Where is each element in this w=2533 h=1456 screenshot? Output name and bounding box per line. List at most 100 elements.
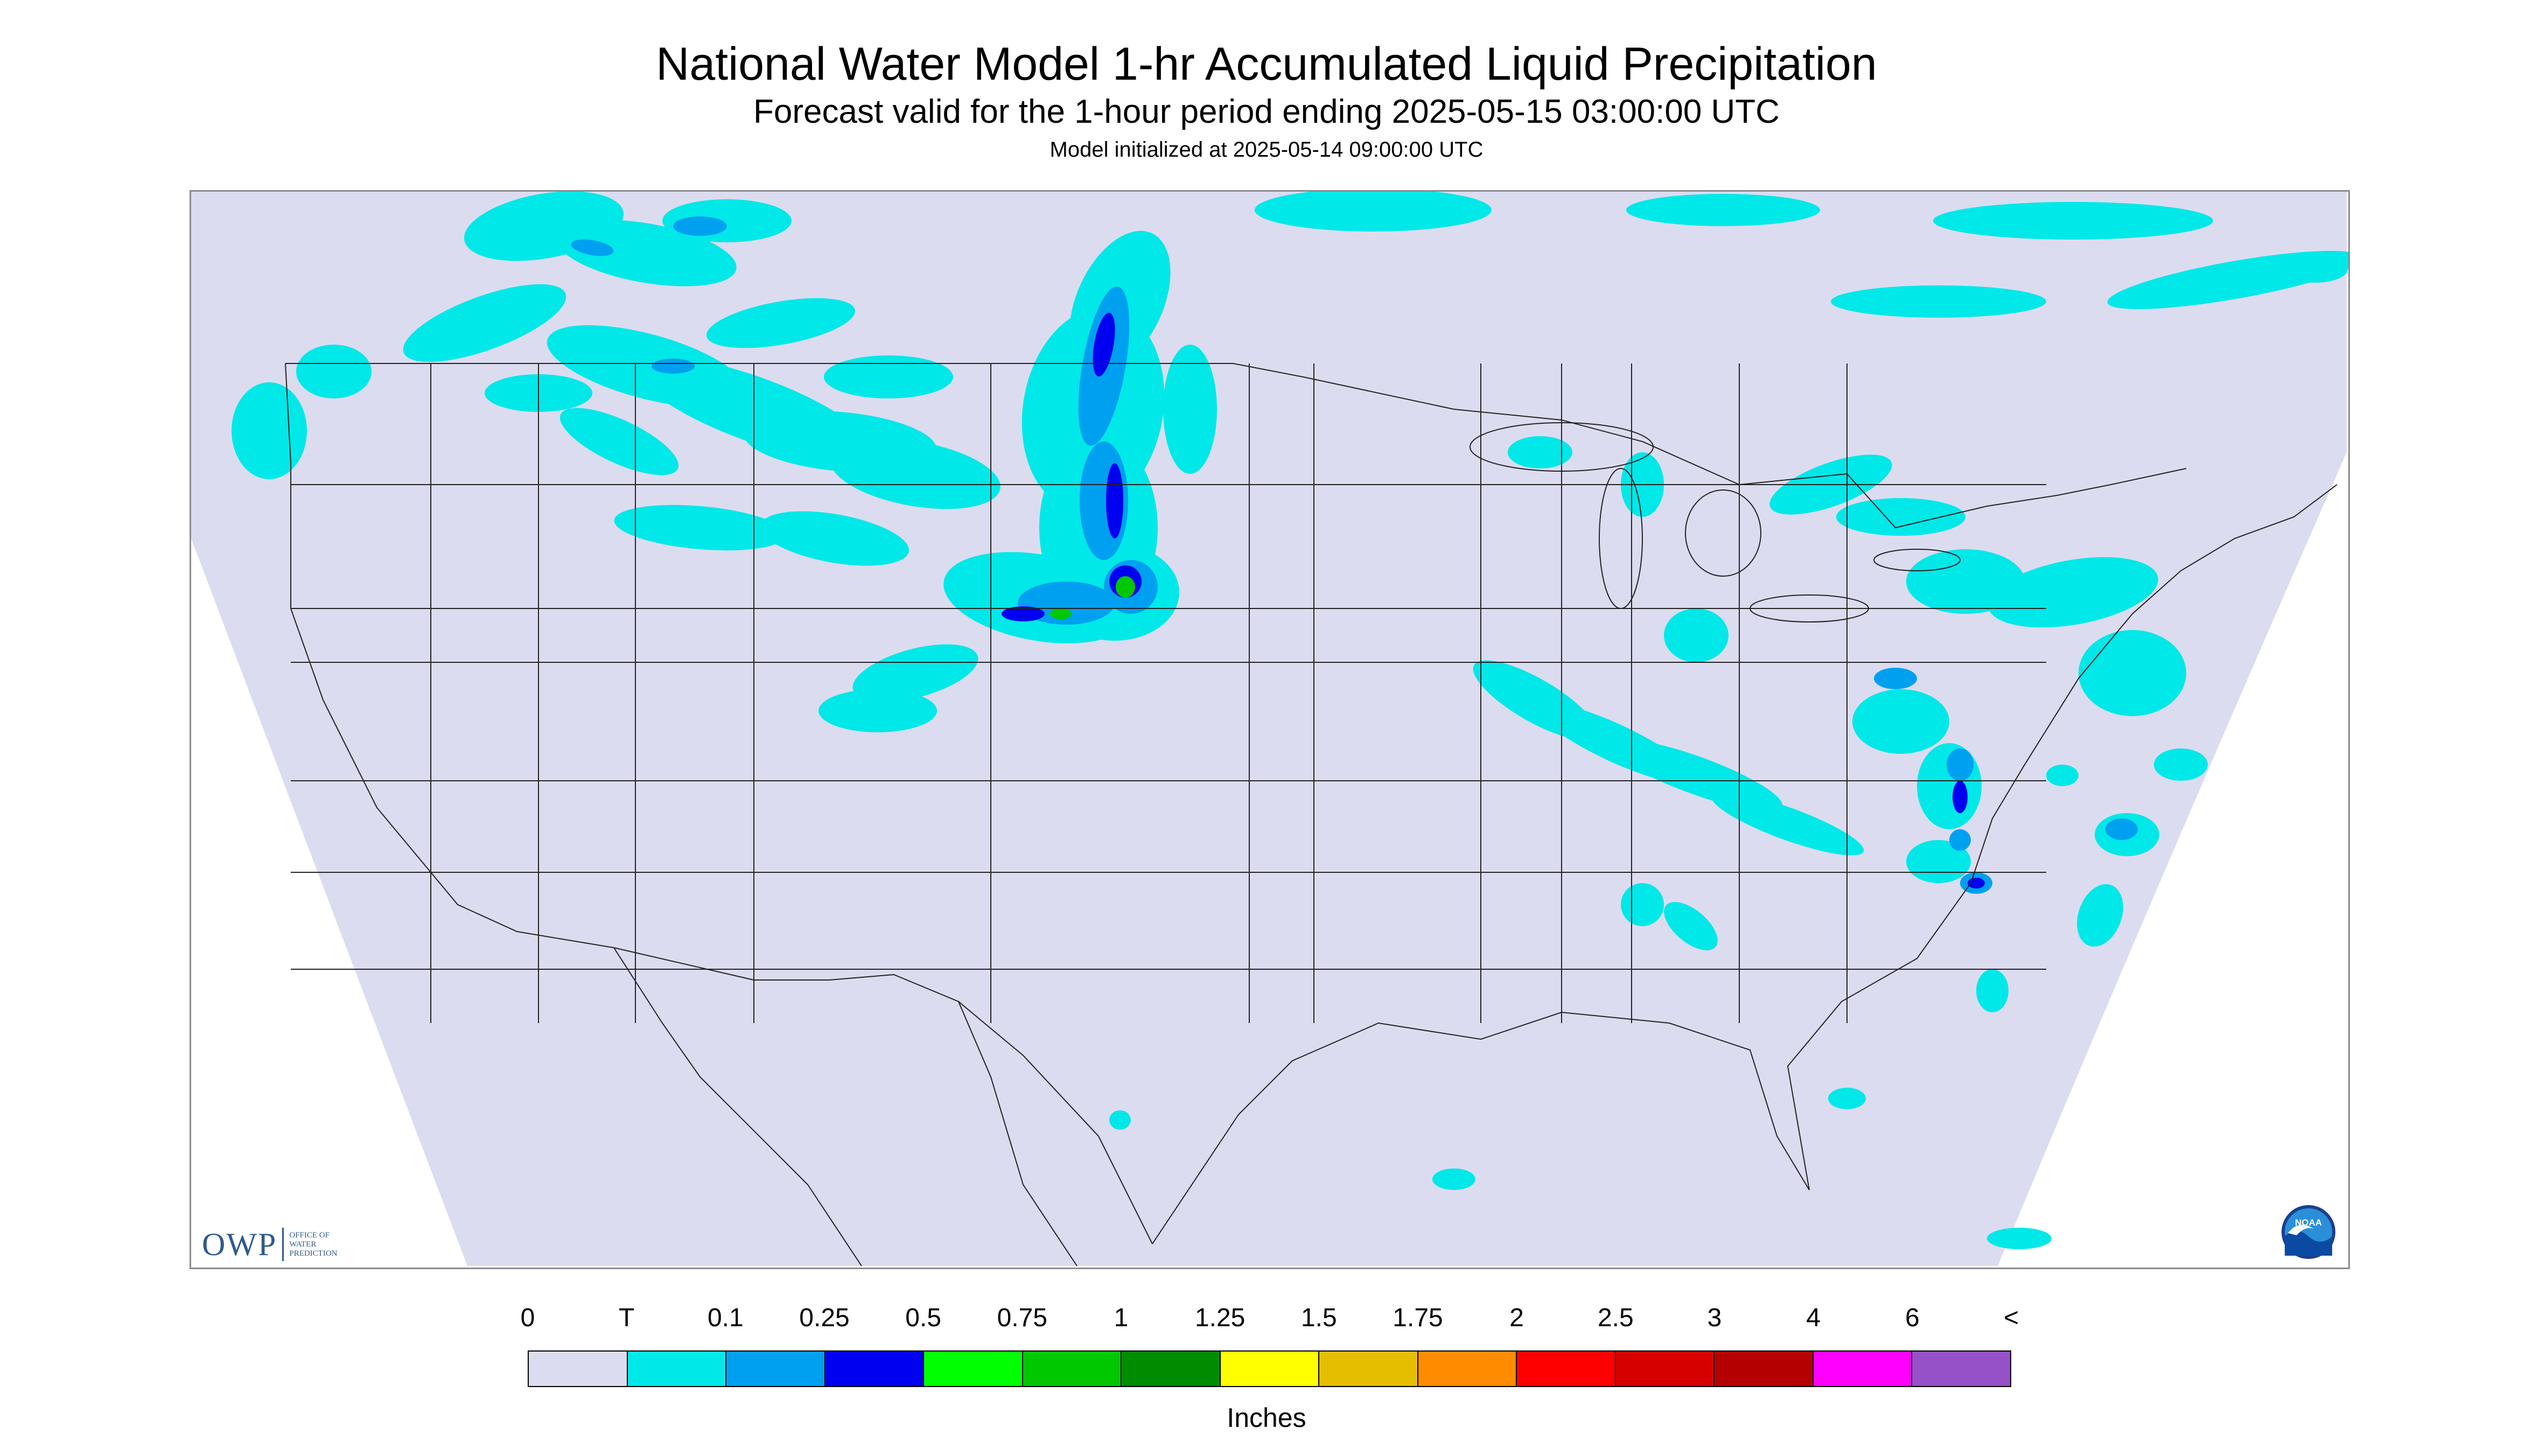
owp-logo-subtext: OFFICE OF WATER PREDICTION xyxy=(289,1230,338,1258)
precip-area xyxy=(1093,312,1115,377)
precip-area xyxy=(824,355,953,398)
legend-tick-label: 1 xyxy=(1114,1304,1129,1332)
legend-tick-label: 1.5 xyxy=(1300,1304,1337,1332)
precip-area xyxy=(1953,781,1968,813)
precip-area xyxy=(1163,345,1217,474)
forecast-valid-subtitle: Forecast valid for the 1-hour period end… xyxy=(753,93,1780,130)
legend-tick-label: < xyxy=(2003,1304,2019,1332)
precip-area xyxy=(571,239,614,256)
legend-unit-label: Inches xyxy=(1227,1403,1306,1433)
precip-area xyxy=(1949,829,1971,851)
owp-logo-text: OWP xyxy=(202,1226,277,1262)
legend-swatch xyxy=(1912,1352,2010,1386)
precip-area xyxy=(2154,748,2208,781)
legend-swatch xyxy=(726,1352,825,1386)
precip-area xyxy=(1988,557,2158,628)
precip-area xyxy=(1711,792,1864,856)
legend-tick-label: 3 xyxy=(1707,1304,1722,1332)
legend-swatch xyxy=(529,1352,628,1386)
lake-ontario xyxy=(1873,549,1961,571)
precip-area xyxy=(403,284,566,362)
legend-tick-label: 2 xyxy=(1509,1304,1524,1332)
precip-area xyxy=(1664,902,1718,950)
lake-erie xyxy=(1750,594,1869,622)
precip-area xyxy=(1255,192,1492,232)
precip-area xyxy=(1852,689,1949,754)
owp-logo: OWP OFFICE OF WATER PREDICTION xyxy=(202,1226,338,1263)
precip-area xyxy=(296,345,372,398)
precip-area xyxy=(652,359,695,374)
legend-swatch xyxy=(1319,1352,1418,1386)
precipitation-map: OWP OFFICE OF WATER PREDICTION NOAA xyxy=(190,190,2350,1269)
precip-area xyxy=(1987,1228,2052,1249)
precip-area xyxy=(760,511,909,566)
precip-area xyxy=(1626,194,1820,226)
legend-tick-label: 4 xyxy=(1806,1304,1821,1332)
legend-swatch xyxy=(1517,1352,1616,1386)
noaa-logo: NOAA xyxy=(2282,1205,2335,1259)
precip-area xyxy=(852,644,978,702)
gulf-atlantic-coast xyxy=(1152,484,2338,1244)
legend-swatch xyxy=(1715,1352,1814,1386)
legend-tick-label: 2.5 xyxy=(1597,1304,1634,1332)
precip-area xyxy=(614,505,786,551)
precip-area xyxy=(1933,202,2213,240)
legend-swatch xyxy=(627,1352,727,1386)
precip-area xyxy=(2079,630,2186,716)
precip-area xyxy=(559,408,679,475)
map-canvas xyxy=(191,192,2348,1266)
legend-tick-label: 0 xyxy=(520,1304,535,1332)
legend-swatch xyxy=(1615,1352,1715,1386)
legend-swatch xyxy=(1418,1352,1517,1386)
precip-area xyxy=(2283,256,2348,283)
precip-area xyxy=(2077,884,2123,947)
precip-area xyxy=(1109,1110,1131,1130)
precip-area xyxy=(1106,463,1123,538)
precip-area xyxy=(1874,668,1917,689)
legend-swatch xyxy=(1813,1352,1913,1386)
mexico-border-interior xyxy=(613,947,862,1266)
legend-labels: 0 T 0.1 0.25 0.5 0.75 1 1.25 1.5 1.75 2 2.5 3 4 6 < xyxy=(521,1303,2019,1335)
precip-area xyxy=(2105,818,2138,840)
precip-area xyxy=(1947,748,1974,781)
precip-area xyxy=(818,689,937,732)
legend-tick-label: 0.25 xyxy=(799,1304,850,1332)
legend-tick-label: 1.75 xyxy=(1393,1304,1443,1332)
precip-area xyxy=(1828,1088,1866,1109)
model-domain xyxy=(191,192,2347,1266)
lake-michigan xyxy=(1599,468,1643,609)
precip-area xyxy=(1508,436,1572,468)
precip-color-legend xyxy=(528,1350,2011,1387)
precip-area xyxy=(1002,606,1045,621)
lake-huron xyxy=(1685,489,1761,577)
legend-tick-label: 0.5 xyxy=(905,1304,942,1332)
svg-text:NOAA: NOAA xyxy=(2295,1217,2322,1228)
legend-tick-label: T xyxy=(618,1304,635,1332)
legend-tick-label: 1.25 xyxy=(1194,1304,1245,1332)
model-init-line: Model initialized at 2025-05-14 09:00:00… xyxy=(1049,138,1484,162)
precip-area xyxy=(1116,576,1135,598)
map-title: National Water Model 1-hr Accumulated Li… xyxy=(656,38,1877,90)
legend-swatch xyxy=(924,1352,1023,1386)
mexico-border-interior xyxy=(958,1001,1077,1266)
precip-area xyxy=(232,382,307,479)
precip-area xyxy=(1836,498,1965,536)
legend-tick-label: 0.75 xyxy=(997,1304,1048,1332)
precip-area xyxy=(1831,285,2046,318)
precip-area xyxy=(1664,608,1729,662)
precip-area xyxy=(673,216,727,236)
precip-area xyxy=(1976,969,2009,1012)
legend-tick-label: 6 xyxy=(1905,1304,1920,1332)
precip-area xyxy=(706,298,856,348)
precip-area xyxy=(1050,608,1072,619)
precip-area xyxy=(1432,1168,1475,1190)
lake-superior xyxy=(1470,422,1654,472)
precip-area xyxy=(1621,883,1664,926)
precip-area xyxy=(830,438,1000,509)
legend-swatch xyxy=(825,1352,925,1386)
legend-swatch xyxy=(1023,1352,1122,1386)
legend-swatch xyxy=(1122,1352,1221,1386)
us-canada-border xyxy=(285,363,2187,529)
precip-area xyxy=(2046,765,2079,786)
legend-tick-label: 0.1 xyxy=(707,1304,744,1332)
